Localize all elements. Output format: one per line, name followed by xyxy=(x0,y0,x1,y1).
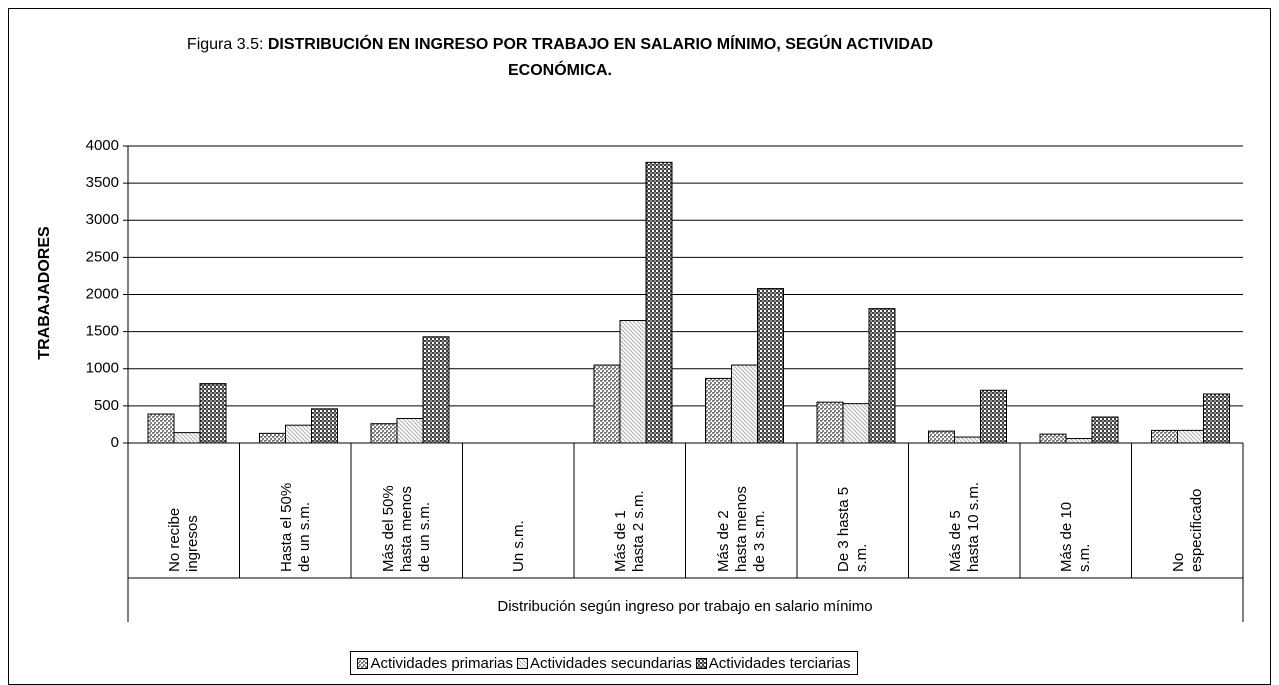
bar xyxy=(1177,429,1204,444)
x-tick-text: De 3 hasta 5 s.m. xyxy=(834,486,870,572)
legend-label: Actividades terciarias xyxy=(708,654,851,672)
y-tick-label: 2000 xyxy=(86,285,119,302)
bar xyxy=(954,436,981,444)
x-tick-label: Hasta el 50% de un s.m. xyxy=(240,444,351,576)
legend-swatch xyxy=(357,657,369,669)
bar xyxy=(928,430,955,444)
legend-swatch xyxy=(695,657,707,669)
x-tick-label: Más de 1 hasta 2 s.m. xyxy=(574,444,685,576)
x-axis-title: Distribución según ingreso por trabajo e… xyxy=(497,598,872,615)
bar xyxy=(593,364,621,444)
y-tick-label: 1000 xyxy=(86,360,119,377)
legend: Actividades primarias Actividades secunda… xyxy=(350,651,858,675)
legend-swatch-box xyxy=(357,657,369,669)
y-tick-label: 2500 xyxy=(86,248,119,265)
x-tick-label: Más de 5 hasta 10 s.m. xyxy=(909,444,1020,576)
x-tick-label: Más de 10 s.m. xyxy=(1020,444,1131,576)
bar xyxy=(259,432,286,444)
legend-item: Actividades secundarias xyxy=(517,655,692,672)
x-tick-text: No especificado xyxy=(1169,488,1204,572)
bar xyxy=(173,432,201,444)
bar xyxy=(731,364,758,444)
bar xyxy=(422,336,450,444)
legend-swatch xyxy=(517,657,529,669)
y-axis-title: TRABAJADORES xyxy=(36,226,53,360)
legend-item: Actividades primarias xyxy=(357,655,513,672)
bar xyxy=(1039,433,1067,444)
bar xyxy=(1151,429,1178,444)
bar xyxy=(285,424,312,444)
y-tick-label: 3500 xyxy=(86,174,119,191)
y-tick-label: 0 xyxy=(111,434,119,451)
x-tick-label: Un s.m. xyxy=(463,444,574,576)
x-tick-label: Más del 50% hasta menos de un s.m. xyxy=(351,444,462,576)
bar xyxy=(980,389,1007,444)
bar xyxy=(396,417,424,444)
bar xyxy=(757,288,784,444)
x-tick-label: No recibe ingresos xyxy=(128,444,239,576)
chart-title: Figura 3.5: DISTRIBUCIÓN EN INGRESO POR … xyxy=(160,32,960,84)
bar xyxy=(705,377,732,444)
legend-label: Actividades primarias xyxy=(370,654,514,672)
bar xyxy=(842,403,870,444)
bar xyxy=(1203,393,1230,444)
x-tick-text: Más de 1 hasta 2 s.m. xyxy=(611,490,647,572)
bar xyxy=(370,423,398,444)
x-tick-label: No especificado xyxy=(1132,444,1243,576)
x-tick-text: Hasta el 50% de un s.m. xyxy=(277,482,312,572)
bar xyxy=(1065,438,1093,444)
x-tick-text: Más del 50% hasta menos de un s.m. xyxy=(379,485,433,572)
x-tick-label: Más de 2 hasta menos de 3 s.m. xyxy=(686,444,797,576)
legend-label: Actividades secundarias xyxy=(530,654,692,672)
bar xyxy=(816,401,844,444)
bar xyxy=(868,308,896,444)
x-tick-text: Más de 2 hasta menos de 3 s.m. xyxy=(714,486,767,572)
bar xyxy=(645,161,673,444)
bar xyxy=(1091,416,1119,444)
y-tick-label: 500 xyxy=(94,397,119,414)
bar xyxy=(311,408,338,444)
bar xyxy=(147,413,175,444)
bar xyxy=(619,319,647,444)
y-tick-label: 1500 xyxy=(86,323,119,340)
y-tick-label: 3000 xyxy=(86,211,119,228)
x-tick-text: Un s.m. xyxy=(509,520,526,572)
x-tick-label: De 3 hasta 5 s.m. xyxy=(797,444,908,576)
y-tick-label: 4000 xyxy=(86,137,119,154)
legend-swatch-box xyxy=(517,657,529,669)
x-tick-text: Más de 5 hasta 10 s.m. xyxy=(946,481,981,572)
x-tick-text: Más de 10 s.m. xyxy=(1057,501,1093,572)
legend-item: Actividades terciarias xyxy=(695,654,851,672)
title-label: Figura 3.5: xyxy=(186,36,264,53)
title-text: DISTRIBUCIÓN EN INGRESO POR TRABAJO EN S… xyxy=(267,36,934,79)
x-tick-text: No recibe ingresos xyxy=(165,507,201,572)
legend-swatch-box xyxy=(695,657,707,669)
bar xyxy=(199,383,227,444)
